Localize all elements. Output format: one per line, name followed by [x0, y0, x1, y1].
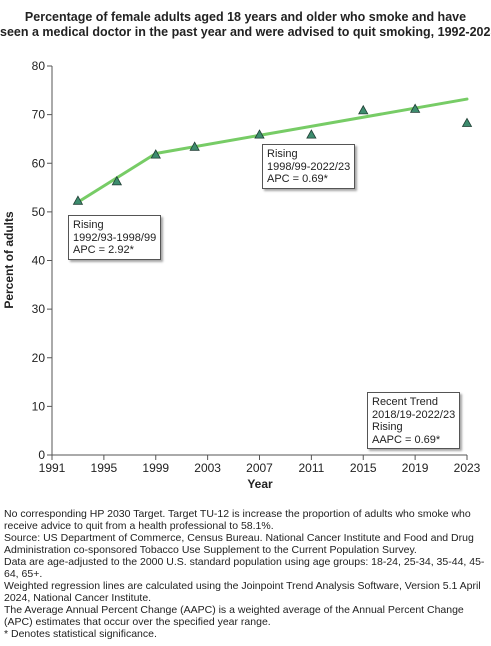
x-tick-label: 1999: [142, 461, 169, 475]
annotation-line: 1998/99-2022/23: [267, 160, 351, 173]
y-axis-label: Percent of adults: [2, 211, 16, 309]
x-tick-label: 1995: [91, 461, 118, 475]
data-point-2023: [461, 117, 473, 127]
data-point-2019: [409, 103, 421, 113]
footnote: No corresponding HP 2030 Target. Target …: [4, 508, 471, 532]
data-point-1993: [72, 195, 84, 205]
annotation-line: Recent Trend: [372, 396, 439, 408]
y-tick-label: 30: [32, 302, 46, 316]
tick-labels: 0 10 20 30 40 50 60 70 80 1991 1995 1999 2003 2007 201…: [32, 59, 481, 475]
annotation-line: Rising: [267, 148, 298, 160]
annotation-line: 1992/93-1998/99: [73, 231, 157, 244]
annotation-line: APC = 2.92*: [73, 244, 134, 256]
annotation-line: Rising: [73, 219, 104, 231]
data-point-2015: [358, 104, 369, 115]
x-tick-label: 2011: [298, 461, 324, 475]
annotation-segment-2: Rising 1998/99-2022/23 APC = 0.69*: [262, 144, 356, 189]
x-tick-label: 1991: [39, 461, 66, 475]
y-tick-label: 10: [32, 399, 46, 413]
annotation-recent-trend: Recent Trend 2018/19-2022/23 Rising AAPC…: [367, 392, 461, 449]
data-point-2002: [189, 141, 200, 151]
x-tick-label: 2019: [402, 461, 429, 475]
y-tick-label: 40: [32, 254, 46, 268]
data-point-1999: [150, 149, 161, 159]
y-tick-label: 50: [32, 205, 46, 219]
x-tick-label: 2003: [194, 461, 221, 475]
x-axis-label: Year: [247, 477, 273, 491]
x-tick-label: 2023: [454, 461, 481, 475]
data-point-2007: [254, 129, 265, 139]
footnote: Source: US Department of Commerce, Censu…: [4, 532, 474, 556]
annotation-line: Rising: [372, 421, 403, 433]
footnote: Weighted regression lines are calculated…: [4, 580, 481, 604]
chart-title: Percentage of female adults aged 18 year…: [0, 10, 491, 40]
chart-axes: [47, 65, 468, 460]
x-tick-label: 2007: [246, 461, 273, 475]
annotation-line: 2018/19-2022/23: [372, 408, 456, 421]
line-chart: 0 10 20 30 40 50 60 70 80 1991 1995 1999 2003 2007 201…: [2, 59, 481, 491]
annotation-line: APC = 0.69*: [267, 173, 328, 185]
footnote: The Average Annual Percent Change (AAPC)…: [4, 604, 464, 628]
footnote: * Denotes statistical significance.: [4, 628, 157, 640]
footnotes: No corresponding HP 2030 Target. Target …: [4, 508, 488, 640]
y-tick-label: 60: [32, 156, 46, 170]
annotation-line: AAPC = 0.69*: [372, 433, 441, 446]
data-point-2011: [306, 129, 317, 139]
y-tick-label: 0: [38, 448, 45, 462]
chart-title-line-1: Percentage of female adults aged 18 year…: [24, 10, 467, 24]
x-tick-label: 2015: [350, 461, 377, 475]
footnote: Data are age-adjusted to the 2000 U.S. s…: [4, 556, 485, 580]
chart-title-line-2: seen a medical doctor in the past year a…: [0, 25, 491, 39]
data-point-1996: [111, 175, 123, 186]
y-tick-label: 70: [32, 108, 46, 122]
y-tick-label: 80: [32, 59, 46, 73]
annotation-segment-1: Rising 1992/93-1998/99 APC = 2.92*: [68, 215, 162, 260]
y-tick-label: 20: [32, 351, 46, 365]
data-points: [72, 103, 473, 205]
